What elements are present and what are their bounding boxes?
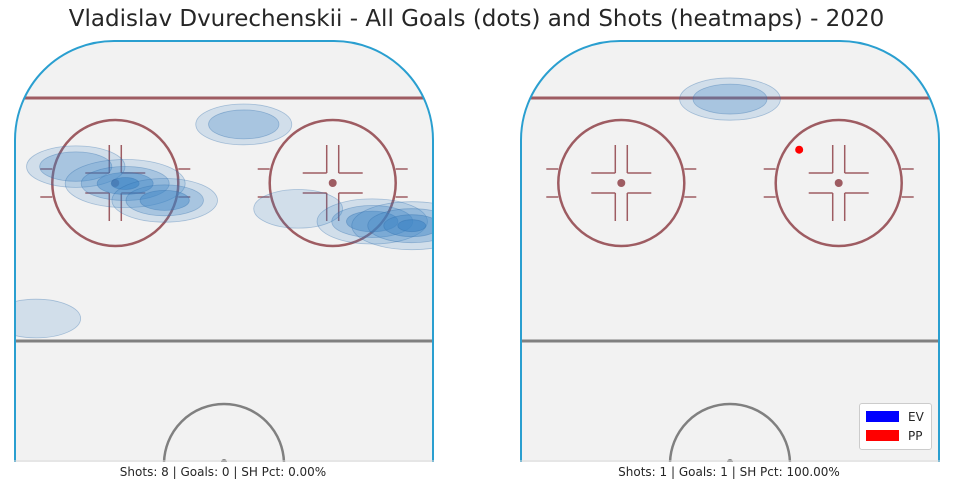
faceoff-circle-left [557, 118, 686, 248]
rink-left-panel [14, 40, 434, 462]
shot-heatmap-blob [26, 145, 126, 188]
shot-heatmap-blob [208, 109, 280, 140]
rink-right-panel [520, 40, 940, 462]
shot-heatmap-blob [692, 83, 768, 115]
legend-entry-ev: EV [866, 407, 924, 426]
right-panel-caption: Shots: 1 | Goals: 1 | SH Pct: 100.00% [618, 465, 840, 479]
faceoff-circle-right [774, 118, 903, 248]
shot-heatmap-blob [195, 103, 293, 146]
shot-heatmap-blob [111, 178, 218, 223]
legend-swatch-pp [866, 430, 899, 441]
faceoff-circle-left [51, 118, 180, 248]
shot-heatmap-blob [139, 189, 190, 211]
rink-ice [521, 41, 939, 462]
shot-heatmap-blob [679, 77, 781, 121]
shot-heatmap-blob [346, 210, 399, 233]
strength-legend: EV PP [859, 403, 932, 450]
chart-title: Vladislav Dvurechenskii - All Goals (dot… [68, 6, 885, 32]
goal-point-pp [795, 145, 804, 154]
center-circle [162, 402, 286, 462]
legend-label-ev: EV [908, 409, 924, 424]
shot-heatmap-blob [39, 151, 113, 182]
center-circle [668, 402, 792, 462]
shot-heatmap-blob [253, 189, 343, 229]
shot-heatmap-blob [125, 184, 204, 217]
faceoff-dot-right [328, 179, 337, 187]
faceoff-circle-right [268, 118, 397, 248]
shot-heatmap-blob [110, 177, 140, 190]
rink-ice [15, 41, 433, 462]
legend-swatch-ev [866, 411, 899, 422]
faceoff-dot-right [834, 179, 843, 187]
legend-entry-pp: PP [866, 426, 924, 445]
ice-surface [521, 41, 939, 462]
shot-heatmap-blob [316, 198, 428, 245]
legend-label-pp: PP [908, 428, 923, 443]
rink-boards [520, 40, 940, 462]
shot-heatmap-blob [397, 219, 427, 233]
faceoff-dot-left [617, 179, 626, 187]
left-panel-caption: Shots: 8 | Goals: 0 | SH Pct: 0.00% [119, 465, 327, 479]
shot-heatmap-blob [15, 298, 82, 339]
rink-boards [14, 40, 434, 462]
ice-surface [15, 41, 433, 462]
